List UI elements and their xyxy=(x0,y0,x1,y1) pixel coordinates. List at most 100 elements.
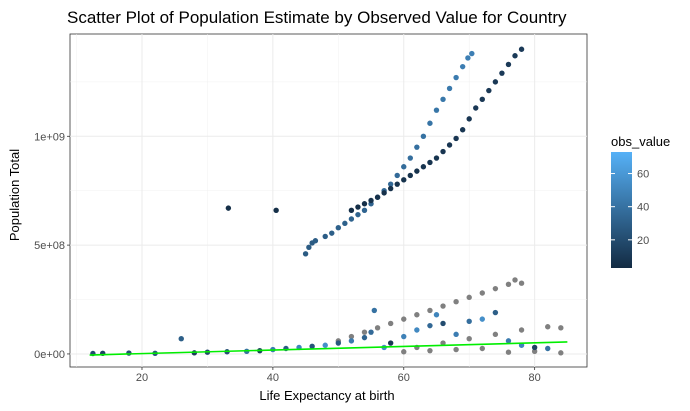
data-point xyxy=(322,342,328,348)
data-point xyxy=(466,318,472,324)
data-point xyxy=(433,107,440,113)
data-point xyxy=(335,340,342,346)
data-point xyxy=(342,220,348,227)
legend-title: obs_value xyxy=(611,134,670,149)
data-point xyxy=(479,316,485,322)
data-point xyxy=(414,327,420,333)
data-point xyxy=(492,79,499,85)
data-point xyxy=(465,55,471,61)
y-axis-title: Population Total xyxy=(7,149,22,241)
x-tick-label: 40 xyxy=(267,372,279,384)
x-axis-title: Life Expectancy at birth xyxy=(259,388,394,403)
data-point xyxy=(531,344,538,351)
data-point xyxy=(479,345,485,352)
data-point xyxy=(453,331,459,338)
data-point xyxy=(512,53,518,59)
data-point xyxy=(401,333,407,340)
data-point xyxy=(558,325,564,331)
data-point xyxy=(312,238,319,244)
chart-title: Scatter Plot of Population Estimate by O… xyxy=(67,8,567,27)
data-point xyxy=(329,230,335,236)
data-point xyxy=(414,168,420,174)
data-point xyxy=(394,172,400,179)
data-point xyxy=(387,185,394,192)
data-point xyxy=(374,194,381,200)
data-point xyxy=(518,280,525,286)
data-point xyxy=(505,61,512,68)
data-point xyxy=(420,164,427,170)
data-point xyxy=(401,316,407,322)
data-point xyxy=(355,211,361,218)
data-point xyxy=(394,181,400,187)
data-point xyxy=(371,307,378,314)
data-point xyxy=(374,325,381,331)
y-tick-label: 5e+08 xyxy=(34,240,65,252)
data-point xyxy=(302,251,309,257)
data-point xyxy=(309,343,315,350)
data-point xyxy=(440,148,446,155)
trend-line xyxy=(89,341,568,356)
data-point xyxy=(512,277,518,283)
data-point xyxy=(459,63,466,70)
data-point xyxy=(361,334,368,341)
data-point xyxy=(492,285,499,292)
x-axis-ticks: 20 40 60 80 xyxy=(136,367,541,384)
data-point xyxy=(368,329,374,335)
data-point xyxy=(433,155,440,161)
data-point xyxy=(518,46,525,52)
data-point xyxy=(453,135,459,142)
data-point xyxy=(453,74,459,81)
data-point xyxy=(306,244,312,250)
data-point xyxy=(407,172,413,179)
data-point xyxy=(505,338,512,344)
data-point xyxy=(348,216,355,222)
x-tick-label: 80 xyxy=(529,372,541,384)
x-tick-label: 20 xyxy=(136,372,148,384)
data-point xyxy=(368,197,374,204)
y-tick-label: 1e+09 xyxy=(34,131,65,143)
legend-tick-label: 20 xyxy=(637,235,649,247)
data-point xyxy=(427,120,433,126)
data-point xyxy=(469,50,475,57)
data-point xyxy=(440,96,446,102)
data-point xyxy=(361,329,368,335)
data-point xyxy=(348,333,355,340)
data-point xyxy=(414,312,420,318)
data-point xyxy=(387,181,394,187)
data-point xyxy=(401,349,407,355)
data-point xyxy=(466,294,472,301)
data-point xyxy=(486,87,492,94)
data-point xyxy=(420,133,427,139)
data-point xyxy=(499,70,505,76)
data-point xyxy=(473,105,479,111)
plot-panel xyxy=(69,33,588,368)
data-point xyxy=(518,327,525,333)
data-point xyxy=(466,116,472,122)
data-point xyxy=(427,322,433,329)
data-point xyxy=(427,307,433,314)
data-point xyxy=(505,349,512,355)
data-point xyxy=(453,299,459,305)
data-point xyxy=(401,177,407,183)
data-point xyxy=(381,190,387,196)
data-point xyxy=(479,96,485,102)
legend-colorbar xyxy=(611,152,632,268)
x-tick-label: 60 xyxy=(398,372,410,384)
color-legend: obs_value 20 40 60 xyxy=(611,134,670,268)
data-point xyxy=(545,324,551,330)
data-point xyxy=(427,159,433,166)
data-point xyxy=(387,340,394,346)
data-point xyxy=(492,309,499,316)
data-point xyxy=(433,312,440,318)
data-point xyxy=(453,346,459,353)
trend-line-group xyxy=(89,341,568,356)
data-point xyxy=(361,207,368,213)
data-point xyxy=(440,320,446,327)
data-point xyxy=(355,204,361,210)
data-point xyxy=(466,336,472,342)
data-point xyxy=(440,303,446,309)
data-point xyxy=(387,320,394,327)
data-point xyxy=(361,201,368,207)
data-point xyxy=(427,347,433,354)
